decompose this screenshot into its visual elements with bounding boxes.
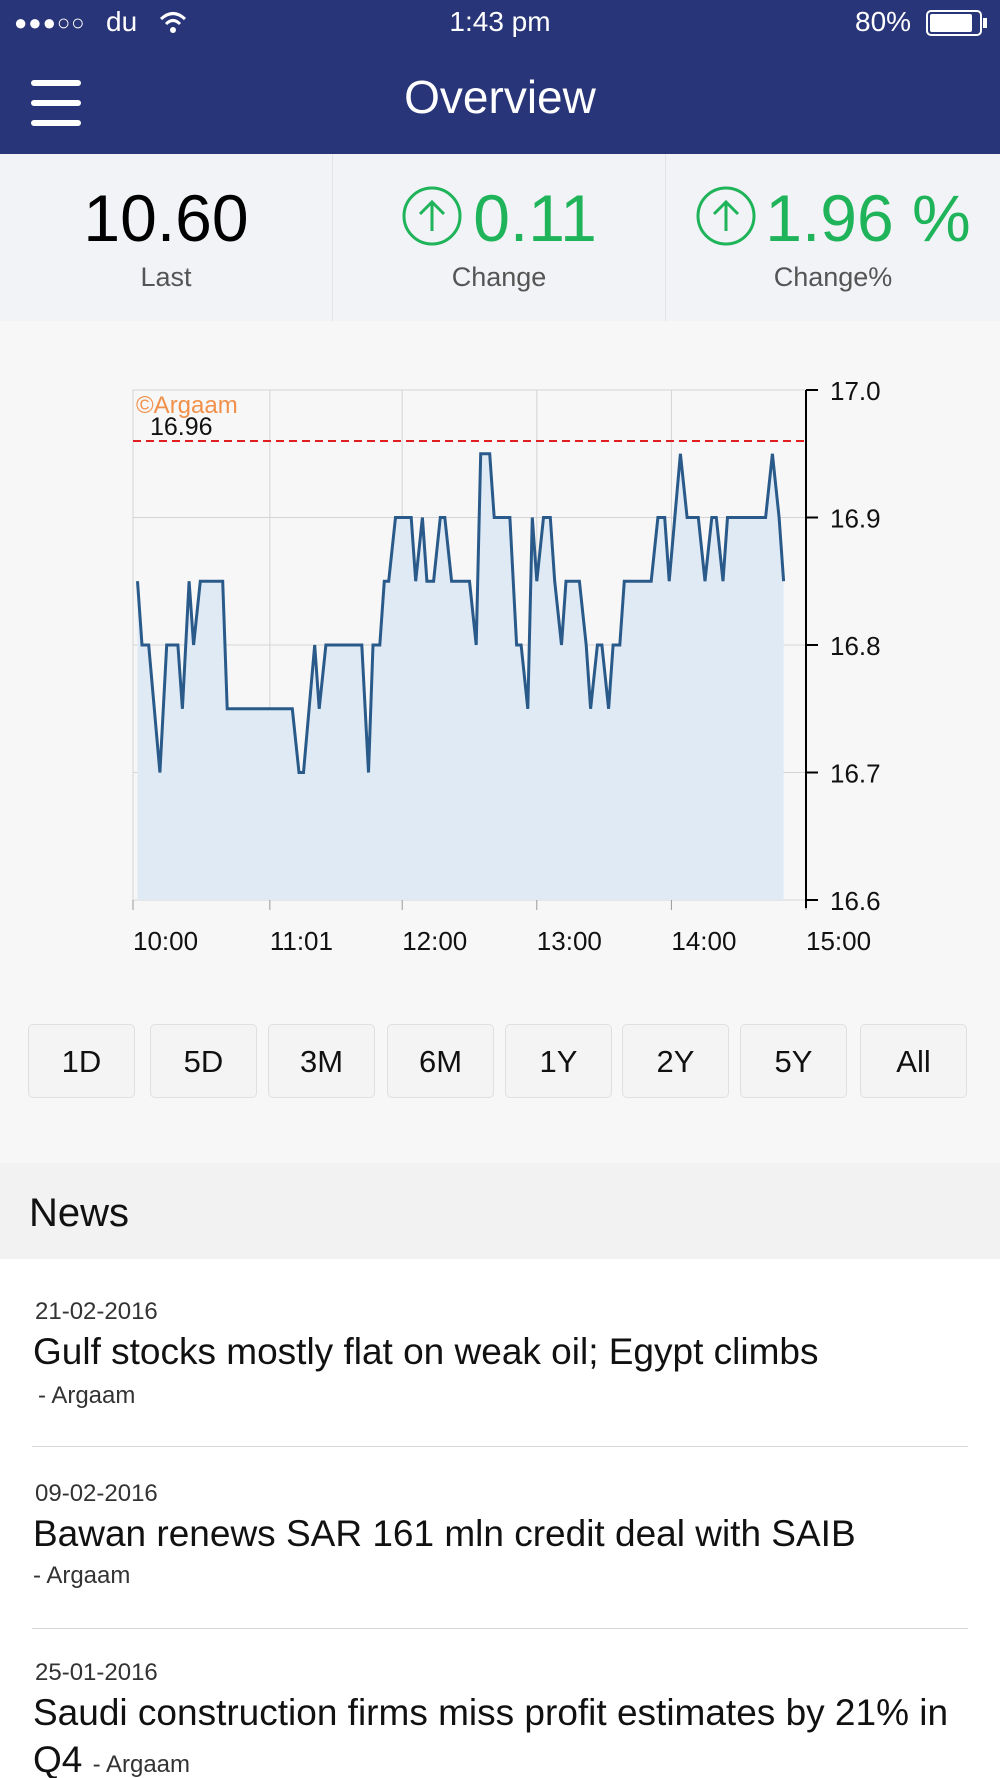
divider — [32, 1628, 968, 1629]
page-title: Overview — [404, 71, 596, 123]
x-tick-label: 11:01 — [270, 926, 333, 956]
news-source: - Argaam — [33, 1562, 131, 1589]
news-source: - Argaam — [92, 1751, 191, 1778]
menu-button[interactable] — [31, 80, 83, 126]
wifi-icon — [159, 12, 187, 33]
signal: ●●●○○ — [14, 10, 86, 35]
y-tick-label: 16.8 — [830, 631, 881, 661]
reference-label: 16.96 — [150, 413, 213, 441]
stat-value: 10.60 — [83, 181, 249, 255]
area — [137, 453, 784, 900]
y-tick-label: 16.6 — [830, 886, 881, 916]
range-button[interactable]: 5D — [150, 1024, 257, 1098]
news-date: 25-01-2016 — [35, 1659, 158, 1686]
clock: 1:43 pm — [449, 6, 551, 37]
up-icon — [402, 186, 462, 246]
stat-last: 10.60 Last — [0, 154, 333, 321]
up-icon — [696, 186, 756, 246]
carrier: du — [106, 6, 138, 37]
news-date: 09-02-2016 — [35, 1480, 158, 1507]
stat-label: Last — [140, 262, 192, 292]
news-header: News — [0, 1163, 1000, 1259]
x-tick-label: 13:00 — [537, 926, 602, 956]
news-headline: Bawan renews SAR 161 mln credit deal wit… — [33, 1510, 973, 1557]
headline-text: Gulf stocks mostly flat on weak oil; Egy… — [33, 1331, 819, 1372]
stat-number: 1.96 % — [765, 181, 971, 255]
range-button[interactable]: 6M — [387, 1024, 494, 1098]
news-headline: Saudi construction firms miss profit est… — [33, 1689, 973, 1778]
header: ●●●○○ du 1:43 pm 80% Overview — [0, 0, 1000, 154]
news-item[interactable]: 09-02-2016 Bawan renews SAR 161 mln credi… — [0, 1462, 1000, 1629]
chart: 16.6 16.7 16.8 16.9 17.0 10:00 11:01 12:00 13:00… — [132, 376, 881, 956]
line — [136, 452, 786, 774]
range-button[interactable]: All — [860, 1024, 967, 1098]
y-tick-label: 16.9 — [830, 504, 881, 534]
stat-change-pct: 1.96 % Change% — [666, 154, 1000, 321]
y-tick-label: 17.0 — [830, 376, 881, 406]
news-item[interactable]: 25-01-2016 Saudi construction firms miss … — [0, 1641, 1000, 1778]
watermark: ©Argaam — [136, 392, 238, 419]
range-button[interactable]: 5Y — [740, 1024, 847, 1098]
y-tick-label: 16.7 — [830, 759, 881, 789]
range-button[interactable]: 2Y — [622, 1024, 729, 1098]
battery-icon — [926, 10, 987, 36]
stat-number: 0.11 — [473, 181, 597, 255]
range-button[interactable]: 1D — [28, 1024, 135, 1098]
chart-panel: 16.6 16.7 16.8 16.9 17.0 10:00 11:01 12:00 13:00… — [0, 321, 1000, 1163]
range-button[interactable]: 1Y — [505, 1024, 612, 1098]
news-item[interactable]: 21-02-2016 Gulf stocks mostly flat on wea… — [0, 1280, 1000, 1447]
x-tick-label: 10:00 — [133, 926, 198, 956]
headline-text: Bawan renews SAR 161 mln credit deal wit… — [33, 1513, 856, 1554]
stat-label: Change — [451, 262, 547, 292]
stat-value: 0.11 — [333, 180, 665, 256]
x-tick-label: 15:00 — [806, 926, 871, 956]
divider — [32, 1446, 968, 1447]
range-button[interactable]: 3M — [268, 1024, 375, 1098]
x-tick-label: 14:00 — [671, 926, 736, 956]
news-headline: Gulf stocks mostly flat on weak oil; Egy… — [33, 1328, 973, 1375]
news-source: - Argaam — [38, 1382, 136, 1409]
news-title: News — [29, 1191, 130, 1235]
stat-value: 1.96 % — [666, 180, 1000, 256]
stat-label: Change% — [773, 262, 893, 292]
battery-text: 80% — [855, 6, 912, 37]
news-date: 21-02-2016 — [35, 1298, 158, 1325]
x-tick-label: 12:00 — [402, 926, 467, 956]
headline-text: Saudi construction firms miss profit est… — [33, 1692, 949, 1778]
stat-change: 0.11 Change — [333, 154, 666, 321]
